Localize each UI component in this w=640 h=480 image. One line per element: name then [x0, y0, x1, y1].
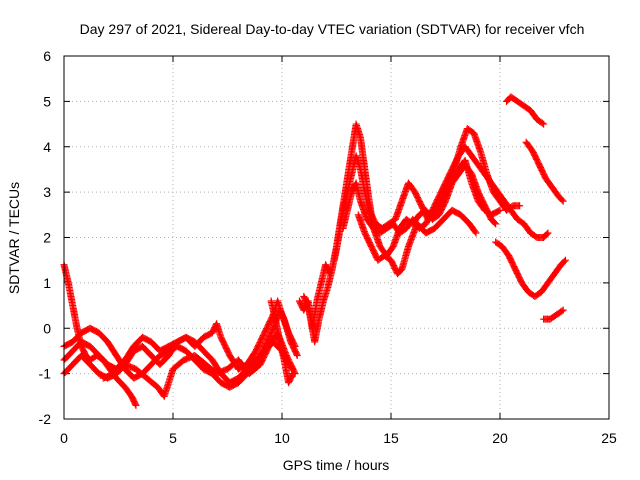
y-tick-label: 0: [43, 320, 51, 336]
data-point-marker: [293, 351, 301, 359]
x-tick-label: 0: [60, 430, 68, 446]
data-point-marker: [288, 371, 296, 379]
series-trace-15: [295, 261, 334, 332]
data-point-marker: [131, 400, 139, 408]
y-tick-label: 5: [43, 93, 51, 109]
data-point-marker: [471, 228, 479, 236]
data-point-marker: [326, 270, 334, 278]
data-point-marker: [472, 229, 480, 237]
data-point-marker: [496, 206, 504, 214]
x-axis-label: GPS time / hours: [283, 457, 390, 473]
x-tick-label: 15: [383, 430, 399, 446]
data-point-marker: [325, 269, 333, 277]
y-tick-label: -1: [39, 366, 52, 382]
y-tick-label: 2: [43, 230, 51, 246]
data-point-marker: [495, 207, 503, 215]
y-tick-label: 6: [43, 48, 51, 64]
x-tick-label: 10: [274, 430, 290, 446]
data-point-marker: [290, 341, 298, 349]
data-point-marker: [558, 196, 566, 204]
data-point-marker: [559, 197, 567, 205]
series-trace-16: [267, 297, 297, 387]
series-trace-9: [354, 206, 480, 278]
y-tick-labels: -2 -1 0 1 2 3 4 5 6: [39, 48, 52, 427]
data-point-marker: [544, 229, 552, 237]
data-point-marker: [540, 120, 548, 128]
data-point-marker: [561, 256, 569, 264]
data-point-marker: [516, 202, 524, 210]
data-point-marker: [291, 342, 299, 350]
series-trace-10: [442, 156, 504, 219]
data-point-marker: [543, 230, 551, 238]
series-trace-4: [60, 297, 299, 373]
data-point-marker: [538, 119, 546, 127]
series-trace-11: [503, 93, 548, 128]
data-point-marker: [132, 401, 140, 409]
x-tick-label: 5: [169, 430, 177, 446]
series-trace-12: [522, 138, 567, 205]
x-tick-label: 20: [492, 430, 508, 446]
data-point-marker: [559, 306, 567, 314]
data-point-marker: [558, 307, 566, 315]
y-axis-label: SDTVAR / TECUs: [6, 182, 22, 294]
data-point-marker: [293, 350, 301, 358]
y-tick-label: 1: [43, 275, 51, 291]
y-tick-label: -2: [39, 411, 52, 427]
data-point-marker: [492, 220, 500, 228]
data-point-marker: [289, 370, 297, 378]
data-point-marker: [491, 219, 499, 227]
x-tick-labels: 0 5 10 15 20 25: [60, 430, 617, 446]
series-trace-5: [99, 329, 299, 400]
data-series: [60, 93, 569, 409]
y-tick-label: 4: [43, 139, 51, 155]
plot-frame: [63, 55, 610, 420]
data-point-marker: [560, 257, 568, 265]
series-trace-13: [492, 238, 569, 300]
series-trace-14: [540, 306, 567, 323]
y-tick-label: 3: [43, 184, 51, 200]
chart-title: Day 297 of 2021, Sidereal Day-to-day VTE…: [80, 21, 585, 37]
x-tick-label: 25: [601, 430, 617, 446]
